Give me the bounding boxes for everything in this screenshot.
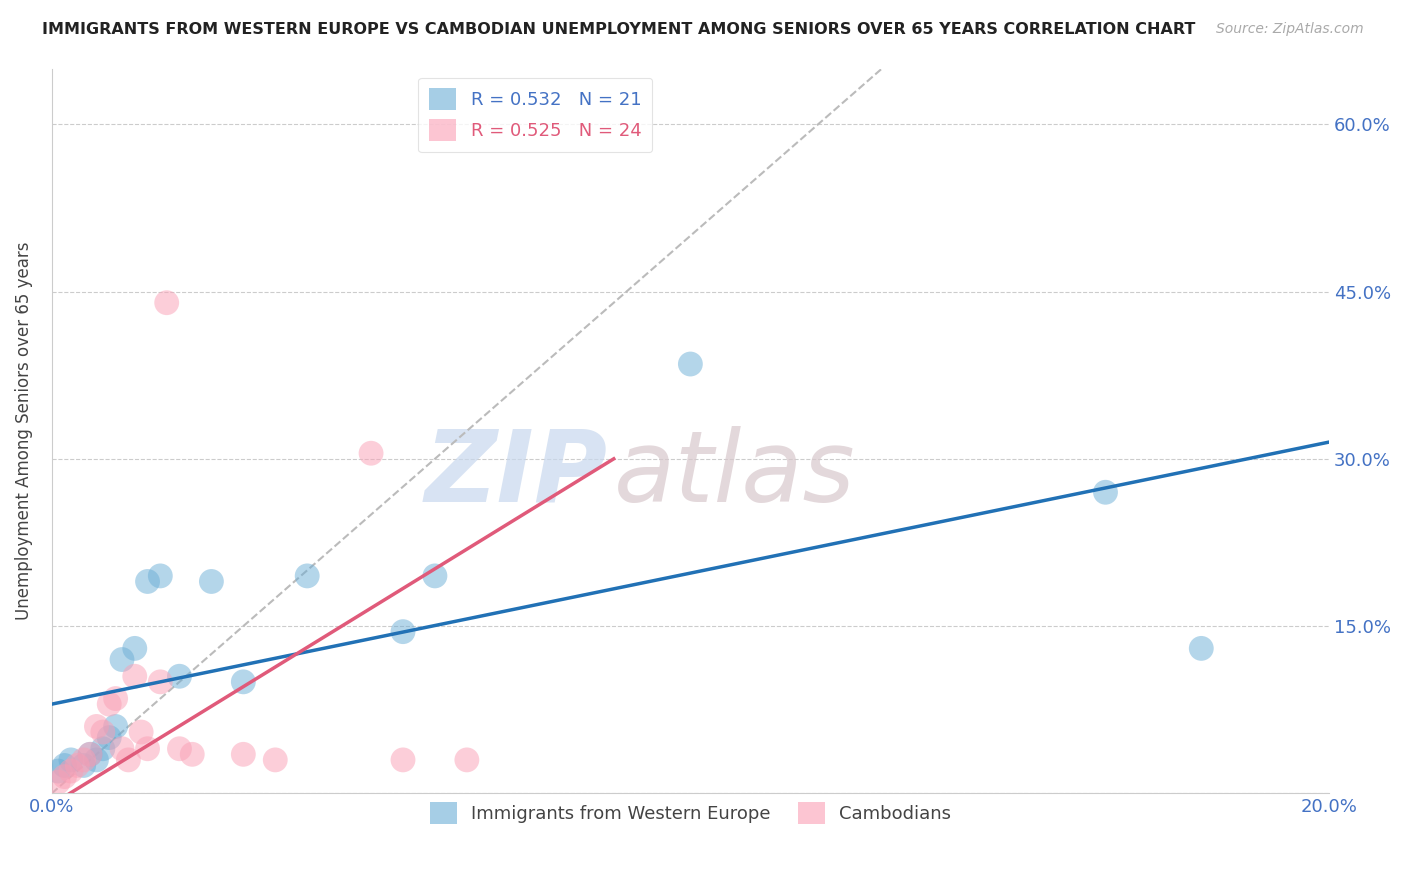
- Point: [98, 731, 121, 745]
- Text: IMMIGRANTS FROM WESTERN EUROPE VS CAMBODIAN UNEMPLOYMENT AMONG SENIORS OVER 65 Y: IMMIGRANTS FROM WESTERN EUROPE VS CAMBOD…: [42, 22, 1195, 37]
- Point: [59, 753, 82, 767]
- Point: [136, 741, 159, 756]
- Point: [392, 753, 415, 767]
- Point: [117, 753, 139, 767]
- Text: atlas: atlas: [614, 425, 855, 523]
- Point: [264, 753, 287, 767]
- Point: [46, 775, 69, 789]
- Point: [53, 770, 76, 784]
- Point: [232, 674, 254, 689]
- Point: [423, 569, 446, 583]
- Point: [456, 753, 478, 767]
- Point: [232, 747, 254, 762]
- Point: [111, 741, 134, 756]
- Point: [79, 747, 101, 762]
- Point: [124, 641, 146, 656]
- Point: [169, 669, 191, 683]
- Point: [91, 725, 114, 739]
- Point: [295, 569, 318, 583]
- Point: [86, 719, 108, 733]
- Point: [169, 741, 191, 756]
- Point: [392, 624, 415, 639]
- Point: [46, 764, 69, 778]
- Point: [111, 652, 134, 666]
- Point: [156, 295, 179, 310]
- Point: [53, 758, 76, 772]
- Point: [136, 574, 159, 589]
- Point: [679, 357, 702, 371]
- Text: ZIP: ZIP: [425, 425, 607, 523]
- Point: [360, 446, 382, 460]
- Point: [86, 753, 108, 767]
- Point: [91, 741, 114, 756]
- Point: [149, 569, 172, 583]
- Point: [104, 719, 127, 733]
- Point: [129, 725, 152, 739]
- Point: [79, 747, 101, 762]
- Y-axis label: Unemployment Among Seniors over 65 years: Unemployment Among Seniors over 65 years: [15, 242, 32, 620]
- Point: [149, 674, 172, 689]
- Point: [124, 669, 146, 683]
- Point: [73, 758, 96, 772]
- Point: [181, 747, 204, 762]
- Point: [59, 764, 82, 778]
- Point: [98, 697, 121, 711]
- Legend: Immigrants from Western Europe, Cambodians: Immigrants from Western Europe, Cambodia…: [419, 791, 962, 835]
- Point: [66, 758, 89, 772]
- Point: [73, 753, 96, 767]
- Point: [104, 691, 127, 706]
- Point: [1189, 641, 1212, 656]
- Point: [1094, 485, 1116, 500]
- Text: Source: ZipAtlas.com: Source: ZipAtlas.com: [1216, 22, 1364, 37]
- Point: [200, 574, 222, 589]
